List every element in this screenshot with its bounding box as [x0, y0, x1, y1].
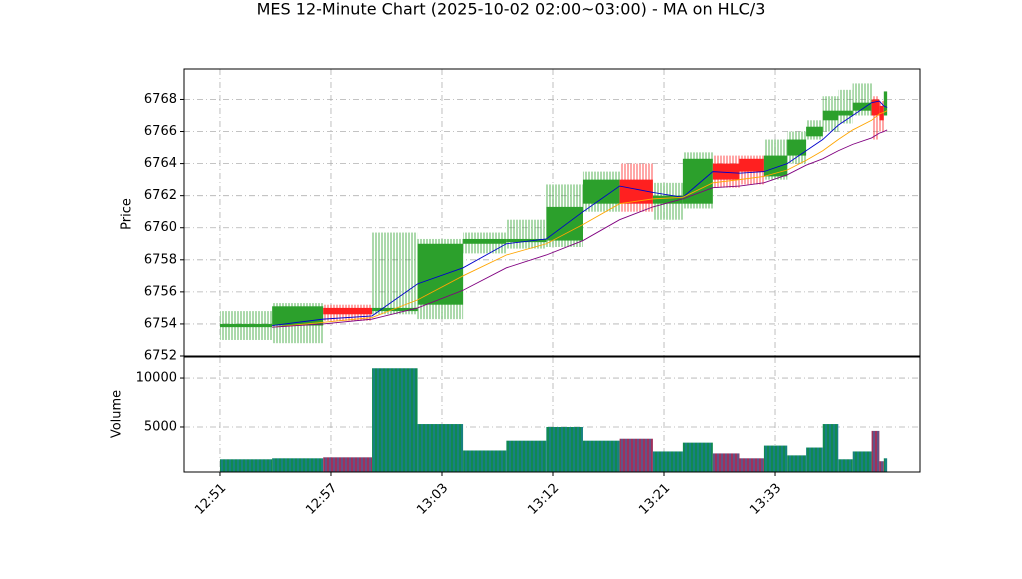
y-tick-label: 6756 — [144, 284, 177, 299]
candle-body — [822, 110, 839, 121]
candle-body — [417, 243, 464, 305]
volume-frame — [183, 356, 921, 473]
volume-bar — [372, 368, 418, 472]
volume-bar — [739, 458, 764, 472]
candle-body — [787, 139, 807, 156]
ma-line — [272, 100, 888, 326]
candle-body — [506, 238, 547, 243]
volume-bar — [838, 459, 853, 472]
candle-body — [372, 307, 418, 312]
candle-body — [652, 195, 683, 204]
y-tick-label: 6754 — [144, 316, 177, 331]
volume-bar — [763, 445, 788, 472]
volume-bar — [619, 438, 653, 472]
volume-bar — [323, 457, 373, 472]
x-tick-label: 12:57 — [303, 481, 340, 518]
y-tick-label: 6766 — [144, 124, 177, 139]
volume-bar — [582, 440, 620, 472]
candle-body — [871, 99, 880, 116]
candle-body — [546, 206, 583, 241]
volume-bar — [546, 426, 583, 472]
candle-body — [712, 163, 740, 180]
y-tick-label: 6758 — [144, 252, 177, 267]
candle-body — [806, 126, 823, 137]
volume-bar — [822, 424, 839, 472]
price-frame — [183, 68, 921, 357]
candle-wick — [506, 219, 547, 249]
volume-bar — [652, 451, 683, 472]
candle-body — [838, 110, 853, 116]
candle-body — [682, 158, 713, 204]
candle-body — [739, 158, 764, 172]
volume-bar — [871, 430, 880, 472]
y-axis-label: Price — [120, 198, 135, 230]
volume-bar — [272, 458, 324, 472]
volume-bar — [883, 458, 888, 472]
candle-wick — [838, 89, 853, 124]
candle-body — [463, 238, 507, 244]
candle-wick — [372, 232, 418, 315]
x-tick-label: 13:21 — [636, 481, 673, 518]
chart-title: MES 12-Minute Chart (2025-10-02 02:00~03… — [257, 0, 766, 19]
volume-bar — [463, 450, 507, 472]
volume-bar — [806, 447, 823, 472]
y-tick-label: 6752 — [144, 349, 177, 364]
volume-tick-label: 5000 — [144, 419, 177, 434]
volume-bar — [712, 453, 740, 472]
x-tick-label: 12:51 — [192, 481, 229, 518]
plot-area: 6752 6754 6756 6758 6760 6762 6764 6766 6768 5000… — [136, 69, 920, 518]
volume-bar — [852, 451, 872, 472]
candle-body — [852, 102, 872, 111]
volume-bar — [879, 461, 884, 472]
volume-bar — [787, 455, 807, 472]
ma-line — [272, 110, 888, 328]
candle-body — [219, 323, 273, 328]
volume-axis-label: Volume — [110, 390, 125, 438]
y-tick-label: 6760 — [144, 220, 177, 235]
candle-body — [323, 307, 373, 315]
volume-bar — [417, 424, 464, 472]
volume-bar — [506, 440, 547, 472]
x-tick-label: 13:03 — [414, 481, 451, 518]
candle-body — [582, 179, 620, 204]
ma-line — [272, 129, 888, 328]
volume-bar — [219, 459, 273, 472]
y-tick-label: 6764 — [144, 156, 177, 171]
x-tick-label: 13:12 — [525, 481, 562, 518]
volume-tick-label: 10000 — [136, 371, 177, 386]
y-tick-label: 6762 — [144, 188, 177, 203]
candle-wick — [871, 96, 880, 140]
candle-body — [883, 91, 888, 116]
volume-bar — [682, 442, 713, 472]
y-tick-label: 6768 — [144, 92, 177, 107]
x-tick-label: 13:33 — [747, 481, 784, 518]
